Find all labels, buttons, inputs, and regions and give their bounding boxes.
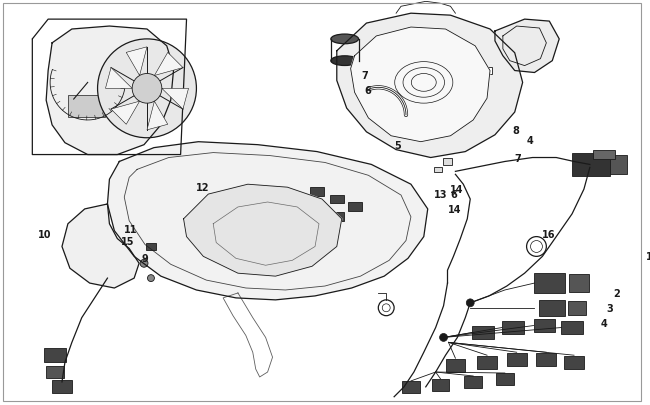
- Circle shape: [140, 260, 148, 268]
- Text: 2: 2: [614, 288, 620, 298]
- Bar: [482, 68, 492, 75]
- Text: 4: 4: [601, 318, 608, 328]
- Bar: [68, 96, 105, 118]
- Bar: [464, 376, 482, 388]
- Text: 8: 8: [513, 126, 519, 136]
- Text: 13: 13: [434, 190, 447, 200]
- Text: 6: 6: [450, 190, 457, 200]
- Polygon shape: [162, 89, 188, 110]
- Text: 5: 5: [394, 140, 401, 150]
- Text: 3: 3: [606, 303, 614, 313]
- Bar: [348, 203, 361, 212]
- Bar: [465, 53, 477, 60]
- Bar: [569, 275, 589, 292]
- Bar: [310, 187, 324, 196]
- Polygon shape: [147, 102, 168, 130]
- Bar: [540, 300, 565, 316]
- Bar: [564, 356, 584, 369]
- Bar: [507, 353, 526, 366]
- Polygon shape: [155, 53, 183, 76]
- Bar: [52, 380, 72, 393]
- Polygon shape: [337, 14, 523, 158]
- Text: 15: 15: [122, 236, 135, 246]
- Circle shape: [132, 74, 162, 104]
- Circle shape: [98, 40, 196, 139]
- Bar: [477, 356, 497, 369]
- Bar: [443, 159, 452, 166]
- Bar: [432, 379, 450, 391]
- Bar: [445, 359, 465, 372]
- Ellipse shape: [331, 35, 359, 45]
- Text: 16: 16: [542, 229, 556, 239]
- Polygon shape: [105, 68, 132, 89]
- Text: 9: 9: [141, 254, 148, 264]
- Text: 6: 6: [365, 86, 371, 96]
- Circle shape: [382, 304, 390, 312]
- Text: 7: 7: [361, 71, 369, 81]
- Bar: [610, 155, 627, 175]
- Polygon shape: [111, 102, 140, 125]
- Bar: [561, 321, 583, 335]
- Text: 12: 12: [196, 183, 210, 193]
- Circle shape: [148, 275, 155, 282]
- Text: 4: 4: [526, 135, 534, 145]
- Bar: [534, 273, 565, 293]
- Bar: [46, 366, 64, 378]
- Circle shape: [439, 334, 447, 341]
- Bar: [402, 381, 420, 393]
- Polygon shape: [126, 48, 147, 76]
- Bar: [146, 243, 156, 251]
- Ellipse shape: [331, 57, 359, 66]
- Bar: [568, 301, 586, 315]
- Text: 14: 14: [450, 185, 463, 195]
- Bar: [434, 168, 441, 173]
- Bar: [536, 353, 556, 366]
- Circle shape: [530, 241, 542, 253]
- Bar: [534, 319, 555, 333]
- Bar: [44, 348, 66, 362]
- Text: 7: 7: [515, 153, 521, 163]
- Polygon shape: [183, 185, 342, 277]
- Text: 11: 11: [124, 224, 138, 234]
- Bar: [472, 326, 494, 339]
- Bar: [330, 213, 344, 222]
- Bar: [496, 373, 514, 385]
- Bar: [330, 195, 344, 204]
- Polygon shape: [350, 28, 490, 142]
- Circle shape: [466, 299, 474, 307]
- Text: 14: 14: [447, 205, 461, 214]
- Bar: [312, 205, 326, 214]
- Text: 1: 1: [646, 252, 650, 262]
- Bar: [593, 150, 614, 160]
- Polygon shape: [495, 20, 559, 73]
- Bar: [572, 153, 610, 177]
- Text: 10: 10: [38, 229, 52, 239]
- Polygon shape: [62, 205, 139, 288]
- Polygon shape: [46, 27, 174, 155]
- Bar: [502, 321, 524, 335]
- Polygon shape: [107, 142, 428, 300]
